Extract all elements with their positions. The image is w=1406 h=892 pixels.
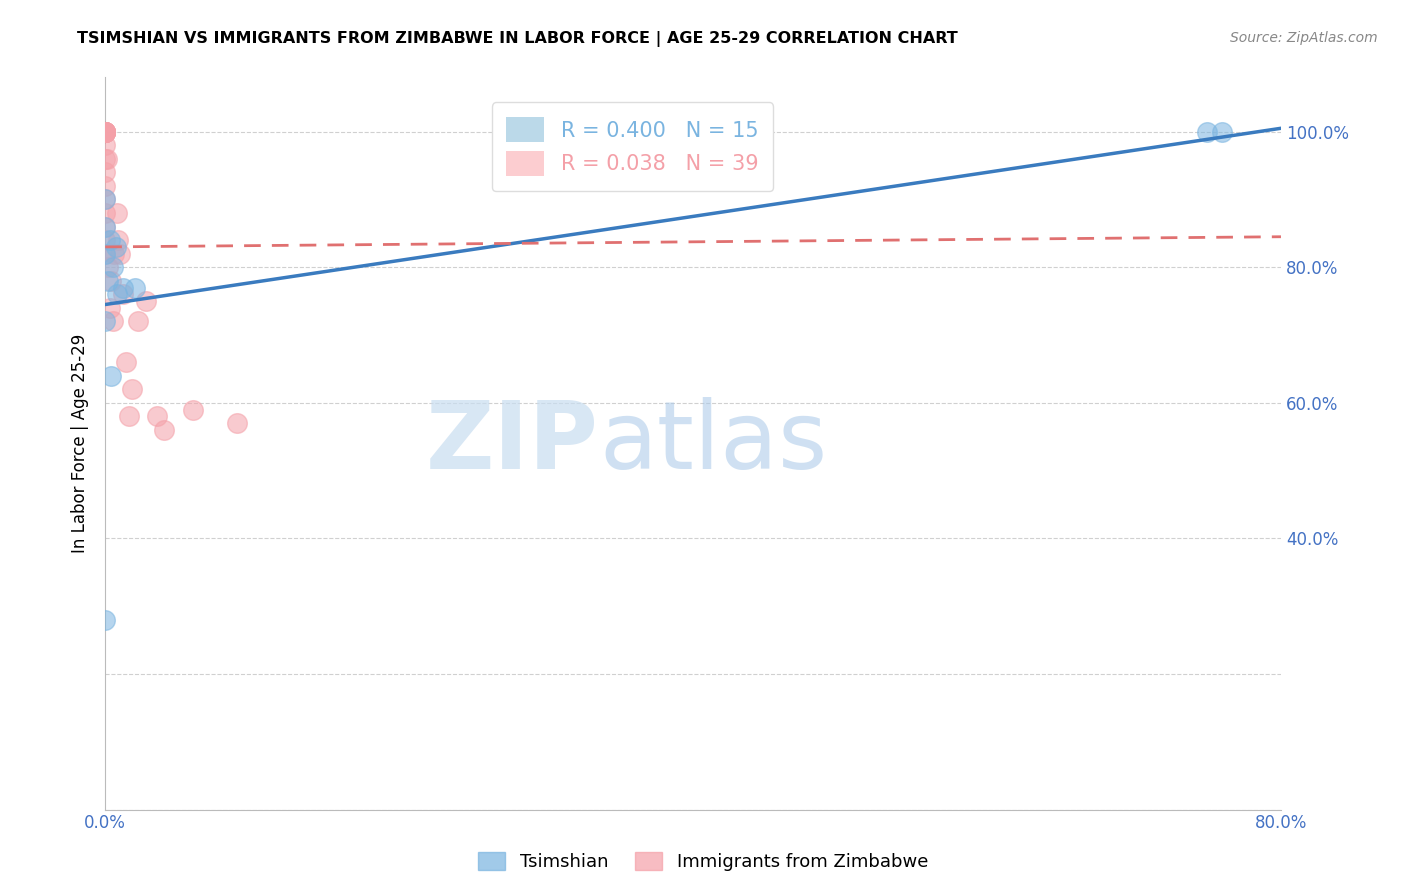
Point — [94, 165, 117, 179]
Point — [118, 409, 141, 424]
Point — [100, 274, 122, 288]
Point — [94, 314, 117, 328]
Point — [183, 402, 205, 417]
Point — [135, 294, 157, 309]
Point — [226, 416, 249, 430]
Point — [100, 368, 122, 383]
Point — [94, 125, 117, 139]
Point — [94, 219, 117, 234]
Point — [1211, 125, 1233, 139]
Point — [94, 125, 117, 139]
Legend: R = 0.400   N = 15, R = 0.038   N = 39: R = 0.400 N = 15, R = 0.038 N = 39 — [492, 103, 773, 191]
Point — [94, 219, 117, 234]
Point — [111, 280, 134, 294]
Point — [94, 125, 117, 139]
Point — [94, 206, 117, 220]
Y-axis label: In Labor Force | Age 25-29: In Labor Force | Age 25-29 — [72, 334, 89, 553]
Point — [153, 423, 176, 437]
Point — [111, 287, 134, 301]
Point — [94, 125, 117, 139]
Point — [101, 314, 124, 328]
Text: Source: ZipAtlas.com: Source: ZipAtlas.com — [1230, 31, 1378, 45]
Point — [104, 240, 127, 254]
Point — [127, 314, 149, 328]
Point — [97, 274, 120, 288]
Point — [94, 125, 117, 139]
Point — [94, 178, 117, 193]
Point — [114, 355, 136, 369]
Point — [94, 233, 117, 247]
Point — [105, 287, 128, 301]
Point — [103, 246, 125, 260]
Point — [94, 246, 117, 260]
Point — [94, 193, 117, 207]
Point — [94, 138, 117, 153]
Point — [94, 613, 117, 627]
Point — [98, 301, 121, 315]
Point — [105, 206, 128, 220]
Legend: Tsimshian, Immigrants from Zimbabwe: Tsimshian, Immigrants from Zimbabwe — [471, 845, 935, 879]
Point — [98, 233, 121, 247]
Point — [145, 409, 167, 424]
Point — [94, 152, 117, 166]
Point — [124, 280, 146, 294]
Point — [94, 125, 117, 139]
Point — [94, 246, 117, 260]
Point — [94, 125, 117, 139]
Text: TSIMSHIAN VS IMMIGRANTS FROM ZIMBABWE IN LABOR FORCE | AGE 25-29 CORRELATION CHA: TSIMSHIAN VS IMMIGRANTS FROM ZIMBABWE IN… — [77, 31, 957, 47]
Text: atlas: atlas — [599, 398, 827, 490]
Point — [108, 246, 131, 260]
Point — [94, 125, 117, 139]
Point — [121, 382, 143, 396]
Point — [94, 125, 117, 139]
Point — [96, 152, 118, 166]
Point — [94, 125, 117, 139]
Point — [107, 233, 129, 247]
Point — [94, 125, 117, 139]
Text: ZIP: ZIP — [426, 398, 599, 490]
Point — [101, 260, 124, 275]
Point — [1197, 125, 1219, 139]
Point — [97, 260, 120, 275]
Point — [94, 193, 117, 207]
